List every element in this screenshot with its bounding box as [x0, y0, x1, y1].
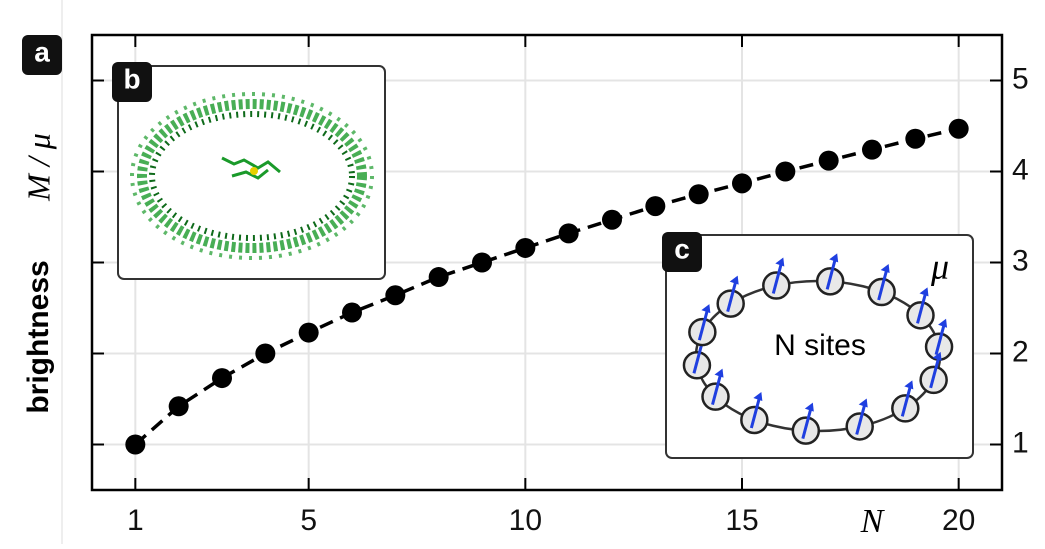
panel-label: b	[123, 63, 140, 94]
data-point	[255, 344, 275, 364]
panel-label: a	[34, 36, 50, 67]
data-point	[905, 129, 925, 149]
panel-label: c	[674, 233, 690, 264]
inset-text: N sites	[774, 329, 866, 362]
data-point	[689, 184, 709, 204]
inset-symbol: μ	[930, 246, 949, 286]
data-point	[515, 238, 535, 258]
y-label-text: brightness	[22, 260, 55, 413]
data-point	[862, 140, 882, 160]
x-tick-label: 5	[300, 504, 317, 537]
data-point	[602, 210, 622, 230]
data-point	[212, 368, 232, 388]
x-tick-label: 1	[127, 504, 144, 537]
data-point	[429, 267, 449, 287]
data-point	[732, 173, 752, 193]
data-point	[342, 303, 362, 323]
y-tick-label: 4	[1012, 153, 1029, 186]
data-point	[819, 151, 839, 171]
y-label-symbol: M / μ	[20, 133, 56, 202]
x-label: N	[860, 503, 886, 540]
data-point	[775, 162, 795, 182]
x-tick-label: 15	[725, 504, 758, 537]
x-tick-label: 10	[509, 504, 542, 537]
data-point	[169, 396, 189, 416]
y-tick-label: 1	[1012, 426, 1029, 459]
data-point	[472, 253, 492, 273]
data-point	[559, 223, 579, 243]
y-tick-label: 2	[1012, 335, 1029, 368]
data-point	[385, 285, 405, 305]
figure: 1510152012345 a brightness M / μ N b c N…	[0, 0, 1045, 544]
y-tick-label: 3	[1012, 244, 1029, 277]
data-point	[125, 435, 145, 455]
data-point	[949, 119, 969, 139]
y-tick-label: 5	[1012, 62, 1029, 95]
data-point	[645, 196, 665, 216]
x-tick-label: 20	[942, 504, 975, 537]
data-point	[299, 323, 319, 343]
y-label: brightness M / μ	[20, 133, 56, 413]
